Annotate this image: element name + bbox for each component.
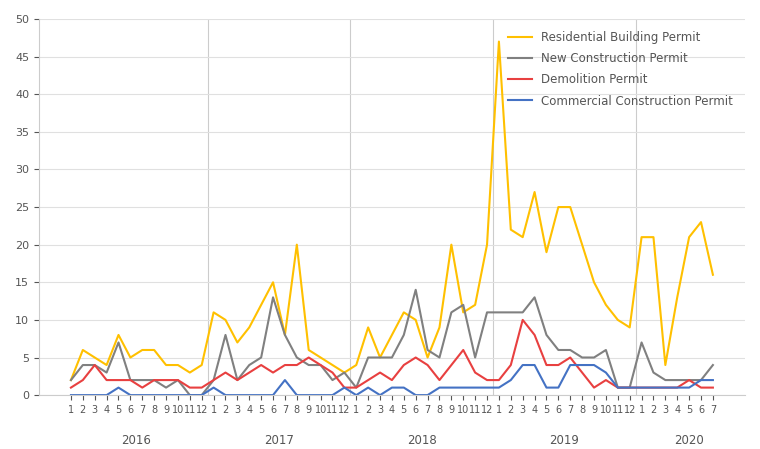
New Construction Permit [411,287,420,292]
Text: 2018: 2018 [407,434,436,447]
Line: Demolition Permit: Demolition Permit [71,320,713,387]
Text: 2017: 2017 [264,434,294,447]
Commercial Construction Permit [518,362,527,368]
Residential Building Permit [494,39,503,44]
Commercial Construction Permit [185,392,195,398]
New Construction Permit [708,362,717,368]
Text: 2016: 2016 [122,434,151,447]
Line: New Construction Permit: New Construction Permit [71,290,713,395]
Demolition Permit [696,385,705,390]
Residential Building Permit [66,377,75,383]
Demolition Permit [185,385,195,390]
Residential Building Permit [185,370,195,375]
New Construction Permit [660,377,670,383]
Residential Building Permit [649,234,658,240]
Commercial Construction Permit [649,385,658,390]
Commercial Construction Permit [138,392,147,398]
Demolition Permit [518,317,527,322]
Text: 2019: 2019 [549,434,579,447]
Commercial Construction Permit [304,392,313,398]
Commercial Construction Permit [708,377,717,383]
New Construction Permit [138,377,147,383]
Demolition Permit [649,385,658,390]
Residential Building Permit [696,220,705,225]
Demolition Permit [138,385,147,390]
Commercial Construction Permit [221,392,230,398]
New Construction Permit [233,377,242,383]
Demolition Permit [708,385,717,390]
New Construction Permit [66,377,75,383]
Residential Building Permit [138,347,147,352]
New Construction Permit [316,362,325,368]
Commercial Construction Permit [66,392,75,398]
Demolition Permit [66,385,75,390]
New Construction Permit [696,377,705,383]
New Construction Permit [185,392,195,398]
Demolition Permit [304,355,313,360]
Residential Building Permit [708,272,717,277]
Line: Commercial Construction Permit: Commercial Construction Permit [71,365,713,395]
Residential Building Permit [304,347,313,352]
Residential Building Permit [221,317,230,322]
Text: 2020: 2020 [674,434,704,447]
Commercial Construction Permit [696,377,705,383]
Legend: Residential Building Permit, New Construction Permit, Demolition Permit, Commerc: Residential Building Permit, New Constru… [502,25,739,114]
Demolition Permit [221,370,230,375]
Line: Residential Building Permit: Residential Building Permit [71,42,713,380]
New Construction Permit [197,392,206,398]
